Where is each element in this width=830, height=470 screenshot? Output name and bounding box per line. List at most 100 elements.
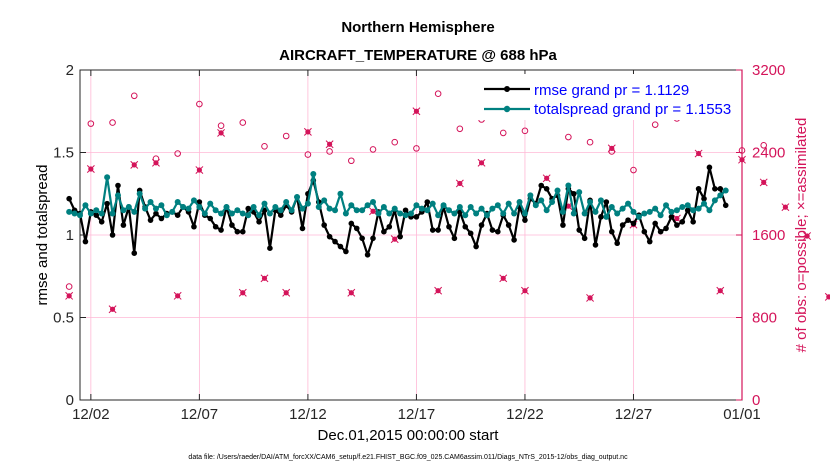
obs-assimilated-cross (217, 128, 226, 137)
rmse-point (299, 225, 306, 232)
totalspread-point (673, 207, 680, 214)
rmse-point (196, 199, 203, 205)
rmse-point (343, 248, 349, 255)
obs-assimilated-cross (694, 149, 703, 158)
totalspread-point (538, 197, 545, 204)
rmse-point (712, 186, 718, 192)
obs-assimilated-cross (108, 305, 117, 314)
x-tick-label: 12/07 (181, 406, 219, 423)
obs-assimilated-marker (238, 288, 247, 297)
rmse-point (451, 235, 458, 242)
totalspread-point (98, 210, 105, 217)
obs-possible-marker (174, 150, 181, 157)
obs-assimilated-marker (455, 179, 464, 188)
rmse-point (435, 227, 441, 233)
totalspread-point (234, 207, 241, 214)
rmse-point (576, 227, 583, 233)
totalspread-point (294, 194, 301, 201)
totalspread-point (435, 212, 442, 219)
obs-assimilated-marker (130, 160, 139, 169)
obs-assimilated-cross (586, 293, 595, 302)
obs-assimilated-cross (347, 288, 356, 297)
totalspread-point (695, 205, 702, 212)
rmse-point (652, 220, 658, 227)
totalspread-point (239, 210, 246, 217)
obs-assimilated-cross (499, 274, 508, 283)
obs-possible-marker (499, 129, 507, 137)
totalspread-point (473, 210, 480, 217)
rmse-point (663, 225, 669, 232)
rmse-point (332, 238, 338, 245)
totalspread-point (641, 210, 648, 217)
rmse-point (646, 238, 653, 245)
obs-assimilated-marker (716, 286, 725, 295)
obs-assimilated-cross (607, 144, 616, 153)
y-right-tick-label: 2400 (752, 145, 785, 162)
totalspread-point (125, 203, 132, 210)
totalspread-point (266, 210, 273, 217)
rmse-point (473, 243, 479, 250)
obs-assimilated-marker (282, 288, 291, 297)
totalspread-point (332, 207, 339, 214)
totalspread-point (500, 210, 507, 217)
legend-box (477, 74, 740, 120)
obs-assimilated-cross (477, 158, 486, 167)
totalspread-point (668, 208, 675, 215)
totalspread-point (163, 212, 170, 219)
totalspread-point (120, 207, 127, 214)
rmse-point (657, 228, 664, 235)
rmse-point (353, 225, 360, 232)
totalspread-point (169, 208, 176, 215)
obs-possible-marker (65, 283, 73, 290)
totalspread-point (174, 199, 181, 205)
rmse-point (364, 252, 371, 258)
totalspread-point (315, 203, 322, 210)
obs-possible-marker (109, 119, 116, 126)
rmse-point (608, 228, 615, 235)
totalspread-point (592, 208, 599, 215)
y-right-tick-label: 1600 (752, 227, 785, 244)
totalspread-point (483, 212, 490, 219)
totalspread-point (467, 203, 474, 210)
obs-assimilated-marker (325, 140, 334, 149)
obs-possible-marker (217, 122, 225, 129)
rmse-point (256, 219, 262, 225)
rmse-point (348, 220, 355, 227)
y-left-tick-label: 0 (66, 392, 74, 409)
totalspread-point (71, 210, 78, 217)
obs-possible-marker (130, 92, 138, 100)
rmse-point (277, 212, 284, 218)
legend: rmse grand pr = 1.1129 totalspread grand… (477, 74, 740, 120)
obs-assimilated-marker (86, 165, 95, 173)
rmse-point (191, 223, 197, 230)
totalspread-point (619, 205, 626, 212)
totalspread-point (77, 212, 83, 219)
obs-assimilated-cross (434, 286, 443, 295)
rmse-point (66, 195, 72, 202)
x-tick-label: 12/02 (72, 406, 110, 423)
totalspread-point (299, 205, 306, 212)
totalspread-point (272, 203, 279, 210)
rmse-point (570, 190, 577, 197)
obs-assimilated-marker (542, 174, 551, 183)
totalspread-point (711, 197, 718, 204)
obs-assimilated-cross (152, 158, 160, 167)
x-tick-label: 12/22 (506, 406, 544, 423)
x-tick-label: 12/27 (615, 406, 653, 423)
obs-assimilated-marker (412, 107, 421, 116)
obs-possible-marker (565, 133, 572, 141)
obs-assimilated-marker (152, 158, 160, 167)
rmse-point (397, 233, 403, 240)
totalspread-point (386, 210, 393, 217)
totalspread-point (397, 210, 404, 217)
totalspread-point (147, 199, 154, 205)
obs-assimilated-marker (108, 305, 117, 314)
obs-assimilated-cross (65, 291, 74, 300)
totalspread-point (684, 202, 691, 209)
totalspread-point (543, 207, 550, 214)
totalspread-point (511, 210, 518, 217)
totalspread-point (570, 210, 577, 217)
totalspread-point (391, 205, 398, 212)
obs-possible-marker (521, 127, 529, 135)
obs-count-markers (65, 90, 830, 314)
